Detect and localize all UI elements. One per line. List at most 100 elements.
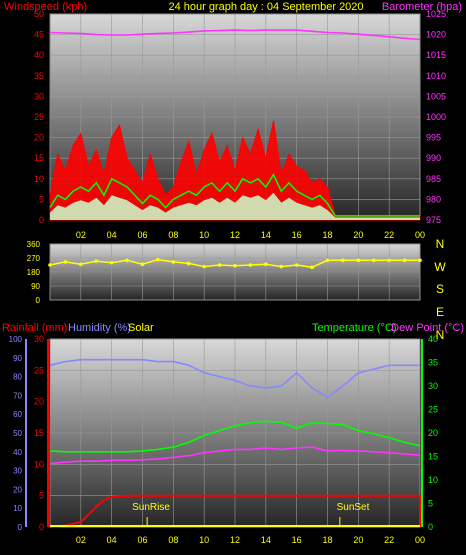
wind-direction-point	[202, 264, 206, 269]
temp-x-tick-label: 08	[168, 535, 178, 545]
wind-gust-area	[49, 120, 421, 221]
compass-label: S	[436, 282, 444, 296]
wind-series	[49, 29, 421, 221]
temperature-y-tick-label: 10	[428, 475, 438, 485]
wind-y-tick-label: 15	[34, 153, 44, 163]
temperature-y-tick-label: 25	[428, 405, 438, 415]
wind-direction-point	[94, 259, 99, 263]
humidity-y-tick-label: 10	[13, 504, 22, 513]
wind-direction-point	[325, 258, 330, 263]
temp-x-tick-label: 00	[415, 535, 425, 545]
wind-direction-point	[402, 258, 407, 263]
temperature-y-tick-label: 35	[428, 358, 438, 368]
wind-direction-point	[418, 258, 422, 263]
wind-x-tick-label: 14	[261, 230, 271, 240]
rain-y-tick-label: 25	[34, 365, 44, 375]
rain-y-tick-label: 0	[39, 522, 44, 532]
humidity-axis-label: Humidity (%)	[68, 322, 131, 334]
rainfall-line	[49, 494, 421, 528]
dewpoint-line	[49, 446, 421, 465]
wind-direction-point	[356, 258, 361, 263]
wind-direction-point	[125, 258, 129, 263]
wind-direction-point	[171, 260, 176, 264]
direction-y-tick-label: 0	[36, 296, 41, 305]
temperature-y-tick-label: 5	[428, 499, 433, 509]
wind-y-tick-label: 45	[34, 30, 44, 40]
temperature-line	[49, 420, 421, 453]
wind-direction-point	[371, 258, 376, 263]
temperature-axis-label: Temperature (°C)	[312, 322, 396, 334]
wind-y-tick-label: 10	[34, 174, 44, 184]
barometer-axis-label: Barometer (hpa)	[382, 1, 462, 13]
wind-direction-point	[63, 260, 68, 264]
wind-direction-point	[279, 264, 284, 269]
temperature-y-tick-label: 40	[428, 334, 438, 344]
wind-y-tick-label: 50	[34, 9, 44, 19]
wind-x-tick-label: 08	[168, 230, 178, 240]
wind-direction-point	[79, 262, 83, 267]
wind-direction-point	[294, 263, 299, 267]
barometer-y-tick-label: 1005	[426, 91, 446, 101]
solar-axis-label: Solar	[128, 322, 154, 334]
temp-x-tick-label: 22	[384, 535, 394, 545]
wind-direction-point	[341, 258, 345, 263]
wind-x-tick-label: 12	[230, 230, 240, 240]
humidity-y-tick-label: 70	[13, 391, 22, 400]
humidity-y-tick-label: 100	[9, 335, 23, 344]
wind-direction-point	[186, 261, 191, 266]
temp-x-tick-label: 10	[199, 535, 209, 545]
windspeed-axis-label: Windspeed (kph)	[4, 1, 87, 13]
barometer-y-tick-label: 1010	[426, 71, 446, 81]
wind-x-tick-label: 10	[199, 230, 209, 240]
temperature-y-tick-label: 30	[428, 381, 438, 391]
rain-y-tick-label: 20	[34, 397, 44, 407]
dewpoint-axis-label: Dew Point (°C)	[391, 322, 464, 334]
direction-y-tick-label: 360	[27, 240, 41, 249]
wind-y-tick-label: 30	[34, 91, 44, 101]
wind-direction-point	[48, 263, 52, 267]
temp-x-tick-label: 04	[107, 535, 117, 545]
barometer-y-tick-label: 985	[426, 174, 441, 184]
wind-direction-point	[109, 260, 114, 265]
wind-direction-point	[233, 263, 237, 268]
wind-average-line	[49, 173, 420, 217]
humidity-y-tick-label: 20	[13, 485, 22, 494]
humidity-y-tick-label: 90	[13, 354, 22, 363]
direction-y-tick-label: 180	[27, 268, 41, 277]
rain-y-tick-label: 30	[34, 334, 44, 344]
compass-label: E	[436, 305, 444, 319]
barometer-line	[49, 29, 421, 41]
sunrise-annotation: SunRise	[132, 502, 170, 513]
temp-x-tick-label: 12	[230, 535, 240, 545]
wind-y-tick-label: 35	[34, 71, 44, 81]
temp-x-tick-label: 06	[137, 535, 147, 545]
temperature-y-tick-label: 0	[428, 522, 433, 532]
wind-x-tick-label: 18	[322, 230, 332, 240]
wind-direction-point	[264, 262, 268, 267]
barometer-y-tick-label: 1020	[426, 30, 446, 40]
barometer-y-tick-label: 1000	[426, 112, 446, 122]
axis-labels: 0510152025303540455097598098599099510001…	[9, 9, 446, 545]
wind-x-tick-label: 06	[137, 230, 147, 240]
compass-label: W	[434, 260, 446, 274]
wind-y-tick-label: 40	[34, 50, 44, 60]
humidity-y-tick-label: 40	[13, 448, 22, 457]
temperature-series	[49, 358, 421, 528]
barometer-y-tick-label: 990	[426, 153, 441, 163]
rainfall-axis-label: Rainfall (mm)	[2, 322, 67, 334]
wind-direction-point	[387, 258, 391, 263]
wind-y-tick-label: 25	[34, 112, 44, 122]
direction-y-tick-label: 270	[27, 254, 41, 263]
barometer-y-tick-label: 975	[426, 215, 441, 225]
wind-x-tick-label: 04	[107, 230, 117, 240]
compass-label: N	[436, 328, 445, 342]
humidity-line	[49, 358, 420, 399]
wind-direction-point	[310, 265, 314, 270]
rain-y-tick-label: 5	[39, 491, 44, 501]
wind-direction-point	[217, 263, 222, 267]
direction-series	[48, 257, 422, 270]
wind-direction-point	[248, 263, 253, 267]
